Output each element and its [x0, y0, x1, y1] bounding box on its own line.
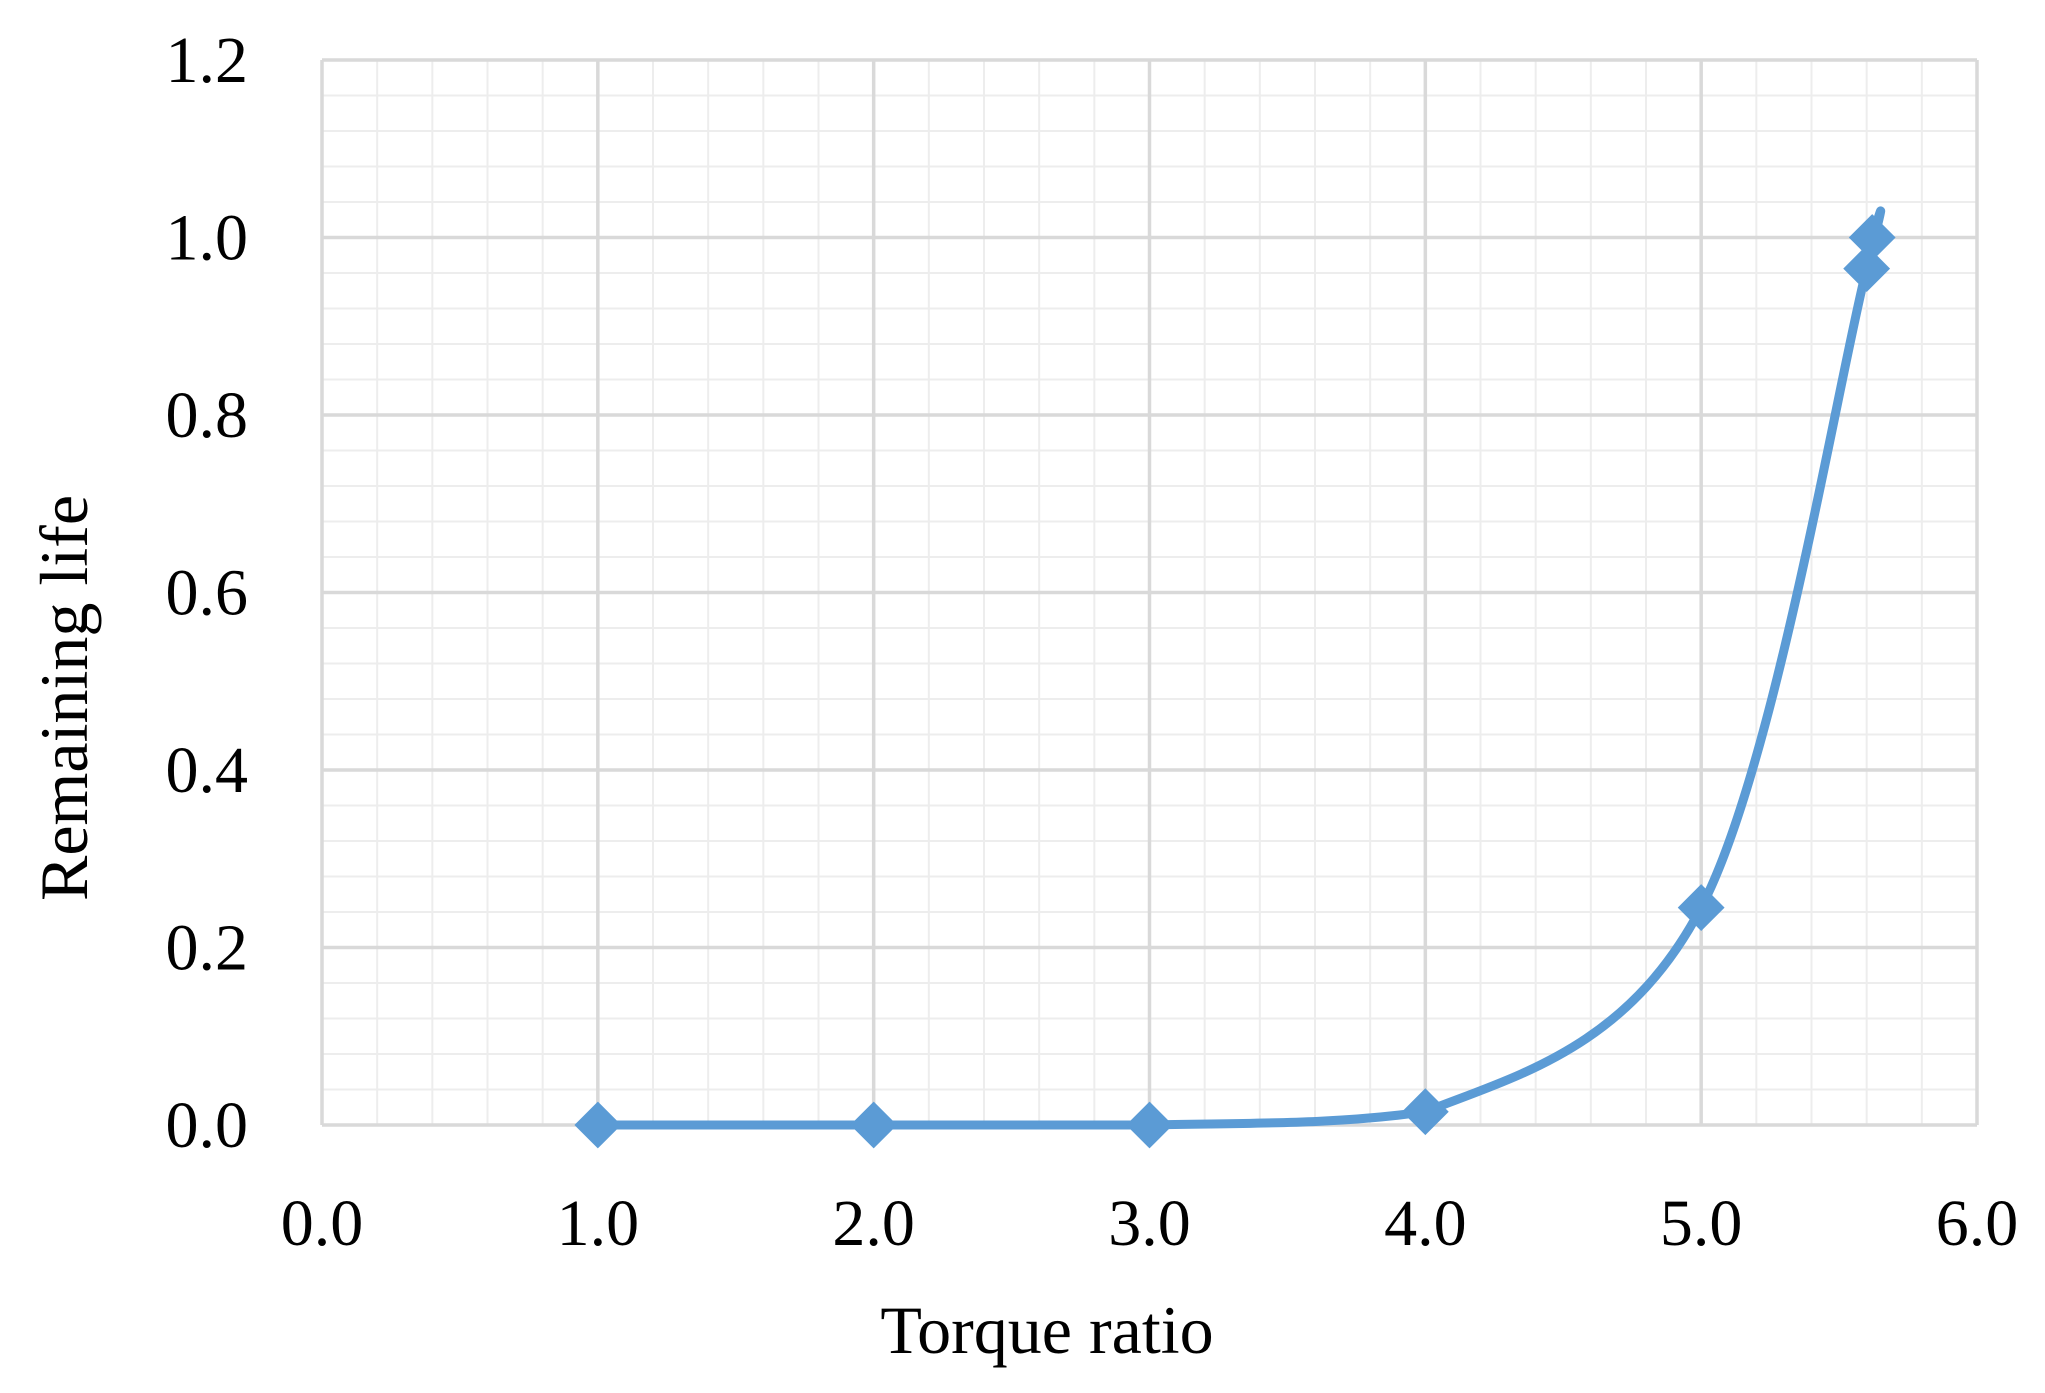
major-gridlines	[322, 58, 1979, 1125]
y-axis-title: Remaining life	[26, 495, 102, 901]
series-line	[593, 206, 1886, 1130]
y-tick-label: 0.2	[166, 912, 249, 985]
x-tick-label: 5.0	[1660, 1187, 1743, 1260]
data-point-marker	[1848, 214, 1896, 261]
y-tick-labels: 0.0 0.2 0.4 0.6 0.8 1.0 1.2	[166, 24, 249, 1162]
y-tick-label: 0.0	[166, 1089, 249, 1162]
series-layer	[574, 206, 1896, 1149]
data-point-marker	[1401, 1088, 1449, 1136]
data-point-marker	[574, 1101, 622, 1149]
x-tick-labels: 0.0 1.0 2.0 3.0 4.0 5.0 6.0	[281, 1187, 2019, 1260]
data-point-marker	[1843, 245, 1891, 292]
x-tick-label: 1.0	[557, 1187, 640, 1260]
data-point-marker	[1126, 1101, 1173, 1149]
x-tick-label: 4.0	[1384, 1187, 1467, 1260]
data-point-marker	[1677, 884, 1725, 931]
y-tick-label: 0.6	[166, 557, 249, 630]
x-axis-title: Torque ratio	[880, 1292, 1213, 1368]
x-tick-label: 6.0	[1936, 1187, 2019, 1260]
data-point-marker	[850, 1101, 898, 1149]
y-tick-label: 1.0	[166, 202, 249, 275]
x-tick-label: 0.0	[281, 1187, 364, 1260]
x-tick-label: 2.0	[832, 1187, 915, 1260]
y-tick-label: 0.8	[166, 379, 249, 452]
y-tick-label: 1.2	[166, 24, 249, 97]
y-tick-label: 0.4	[166, 734, 249, 807]
x-tick-label: 3.0	[1108, 1187, 1191, 1260]
